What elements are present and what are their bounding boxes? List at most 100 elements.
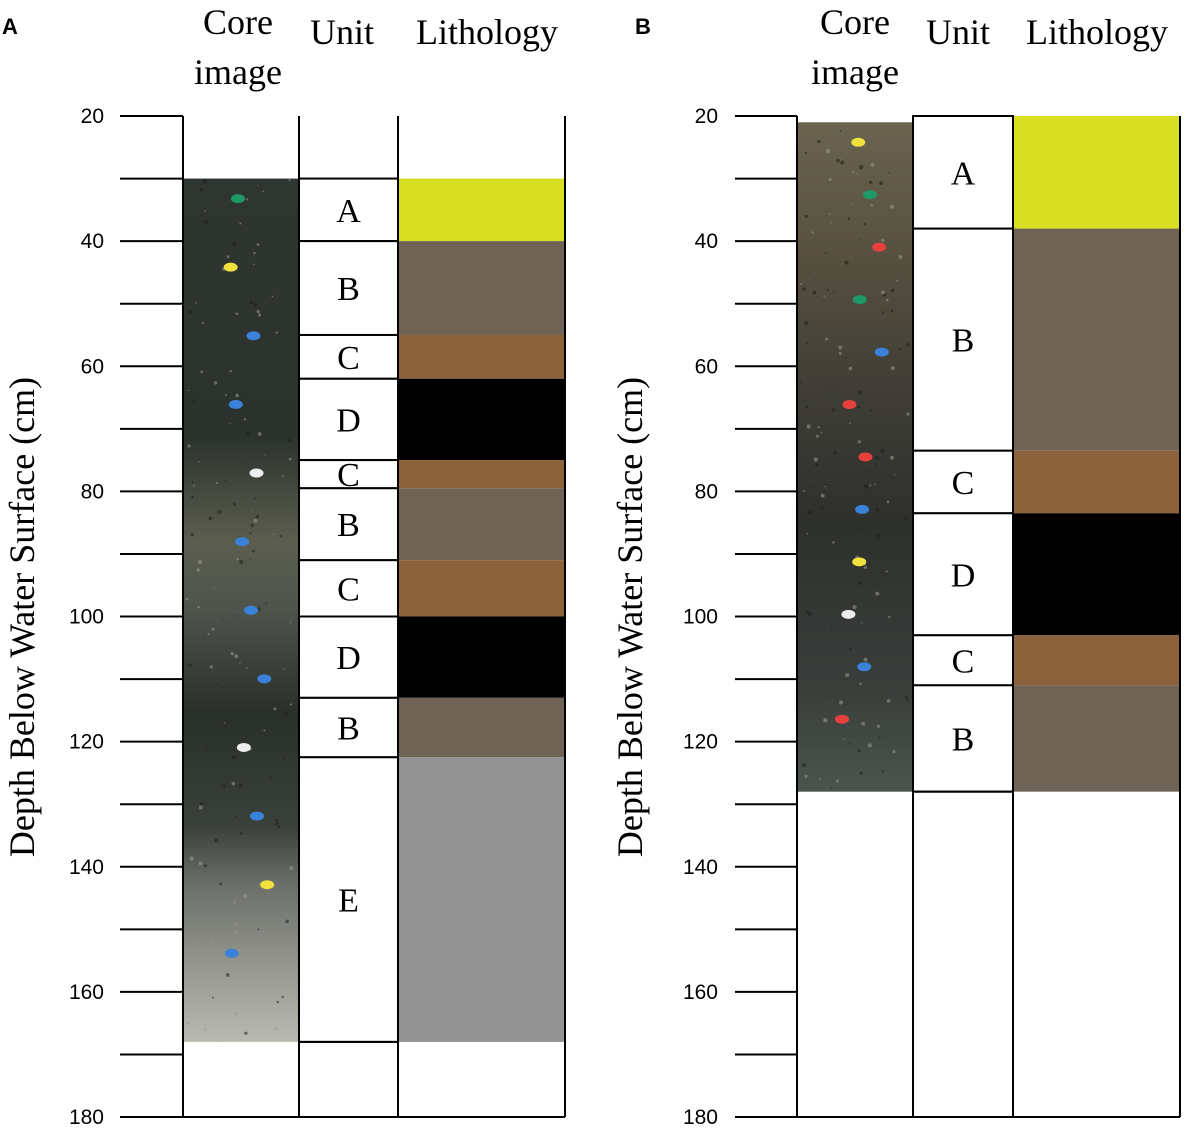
lithology-layer-black — [398, 378, 565, 461]
core-texture — [281, 995, 284, 999]
core-texture — [189, 856, 194, 861]
core-texture — [801, 763, 806, 768]
core-sample-marker — [224, 948, 239, 958]
unit-label: B — [337, 507, 360, 544]
header-lithology: Lithology — [1026, 12, 1168, 52]
core-texture — [214, 838, 219, 843]
core-texture — [804, 321, 809, 326]
core-texture — [859, 771, 863, 775]
core-texture — [276, 1000, 279, 1004]
header-core-line2: image — [811, 52, 899, 92]
core-texture — [275, 821, 279, 826]
column-borders — [120, 116, 566, 1118]
core-texture — [852, 605, 857, 610]
core-texture — [188, 663, 192, 668]
core-texture — [805, 610, 809, 613]
core-texture — [187, 444, 191, 448]
core-sample-marker — [260, 880, 275, 890]
core-texture — [857, 405, 861, 409]
core-texture — [197, 605, 200, 609]
core-texture — [875, 591, 880, 596]
core-texture — [885, 298, 889, 302]
core-texture — [879, 181, 884, 186]
core-texture — [197, 559, 203, 565]
core-texture — [890, 204, 895, 209]
core-texture — [903, 516, 908, 521]
core-texture — [234, 615, 236, 617]
core-texture — [823, 717, 828, 723]
core-texture — [815, 434, 819, 438]
core-texture — [222, 201, 224, 204]
core-texture — [851, 170, 854, 173]
lithology-layer-brown — [1013, 635, 1180, 686]
core-texture — [838, 700, 844, 705]
core-texture — [858, 527, 861, 530]
core-texture — [832, 541, 835, 544]
unit-cell — [298, 333, 399, 380]
core-sample-marker — [852, 557, 867, 567]
core-texture — [209, 665, 214, 669]
header-core-line1: Core — [203, 2, 273, 42]
core-texture — [204, 1028, 207, 1031]
core-texture — [232, 241, 237, 246]
core-texture — [810, 485, 812, 488]
y-axis-label: Depth Below Water Surface (cm) — [2, 377, 42, 857]
core-texture — [211, 996, 214, 999]
core-texture — [848, 742, 851, 745]
core-texture — [256, 309, 260, 314]
core-texture — [820, 505, 824, 509]
core-texture — [273, 707, 277, 711]
core-sample-marker — [855, 504, 870, 514]
core-texture — [859, 682, 862, 686]
core-texture — [858, 580, 863, 585]
core-texture — [243, 418, 247, 421]
core-texture — [206, 440, 208, 442]
core-texture — [285, 919, 289, 924]
core-texture — [878, 736, 881, 739]
header-lithology: Lithology — [416, 12, 558, 52]
core-texture — [194, 301, 197, 304]
core-image-column — [184, 178, 298, 1042]
core-texture — [904, 695, 908, 699]
core-texture — [839, 159, 842, 161]
core-texture — [187, 389, 190, 392]
core-texture — [852, 468, 854, 470]
core-texture — [198, 805, 203, 810]
core-texture — [240, 831, 244, 836]
tick-label: 60 — [81, 355, 104, 378]
header-core-line1: Core — [820, 2, 890, 42]
core-texture — [236, 557, 239, 561]
core-texture — [245, 431, 250, 436]
core-texture — [874, 483, 876, 486]
core-texture — [863, 484, 869, 489]
core-texture — [848, 422, 851, 425]
core-texture — [861, 622, 863, 624]
core-texture — [838, 345, 843, 350]
core-texture — [825, 148, 831, 154]
core-texture — [201, 322, 205, 325]
core-texture — [804, 214, 808, 219]
core-texture — [875, 508, 880, 512]
core-texture — [191, 495, 194, 499]
core-texture — [203, 864, 207, 868]
core-texture — [833, 450, 837, 455]
core-texture — [282, 668, 285, 671]
core-texture — [839, 130, 842, 133]
core-texture — [245, 198, 249, 201]
unit-label: D — [336, 402, 361, 439]
core-texture — [836, 158, 840, 163]
core-texture — [906, 412, 910, 416]
lithology-layer-brown — [398, 334, 565, 379]
core-texture — [885, 570, 888, 573]
core-texture — [888, 171, 891, 174]
core-sample-marker — [835, 714, 850, 724]
unit-cell — [298, 377, 399, 462]
core-sample-marker — [250, 811, 265, 821]
core-texture — [187, 310, 192, 314]
unit-label: C — [952, 465, 975, 502]
core-texture — [819, 778, 822, 780]
lithology-layer-grey — [398, 757, 565, 1042]
core-texture — [218, 1040, 220, 1042]
core-texture — [235, 393, 240, 398]
core-texture — [870, 204, 873, 207]
